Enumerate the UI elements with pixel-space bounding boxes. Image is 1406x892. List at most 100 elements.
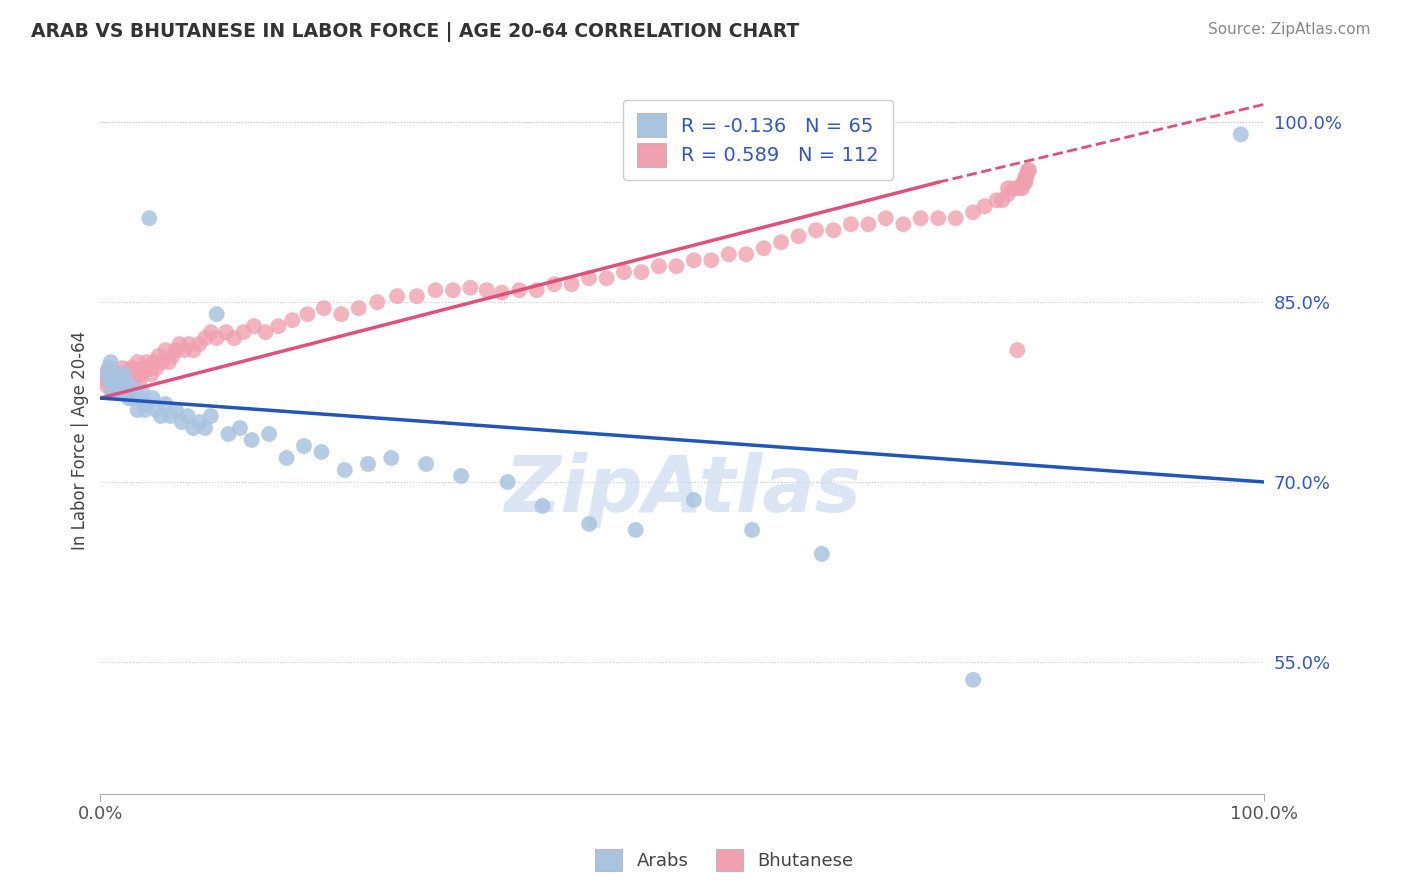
Point (142, 391, 165, 405)
Point (157, 355, 180, 369)
Point (804, 223, 827, 237)
Point (276, 450, 298, 465)
Point (155, 397, 177, 411)
Point (124, 367, 146, 381)
Point (648, 259, 671, 273)
Point (945, 211, 967, 226)
Point (1008, 181, 1031, 195)
Point (366, 295, 388, 310)
Point (741, 523, 763, 537)
Point (997, 181, 1019, 195)
Text: Source: ZipAtlas.com: Source: ZipAtlas.com (1208, 22, 1371, 37)
Point (117, 391, 139, 405)
Point (155, 343, 177, 357)
Point (101, 385, 124, 400)
Point (138, 361, 160, 376)
Point (188, 337, 211, 351)
Point (135, 397, 157, 411)
Point (120, 361, 142, 376)
Point (148, 349, 170, 363)
Point (114, 373, 136, 387)
Point (121, 367, 143, 381)
Point (98, 373, 121, 387)
Point (1229, 128, 1251, 142)
Point (110, 385, 132, 400)
Point (112, 367, 135, 381)
Point (858, 217, 880, 231)
Point (94, 367, 117, 381)
Point (357, 457, 380, 471)
Point (169, 337, 191, 351)
Point (1012, 175, 1035, 189)
Point (496, 475, 519, 489)
Point (107, 385, 129, 400)
Point (973, 199, 995, 213)
Point (97, 367, 120, 381)
Point (460, 281, 482, 295)
Point (292, 439, 315, 453)
Point (105, 379, 128, 393)
Point (107, 385, 129, 400)
Point (380, 450, 402, 465)
Point (96, 367, 118, 381)
Point (630, 265, 652, 279)
Point (578, 271, 600, 285)
Point (1018, 163, 1040, 178)
Point (962, 205, 984, 219)
Point (1007, 343, 1029, 357)
Point (176, 409, 198, 423)
Point (134, 361, 156, 376)
Point (406, 289, 429, 303)
Point (578, 516, 600, 531)
Point (475, 283, 498, 297)
Point (121, 391, 143, 405)
Point (188, 415, 211, 429)
Point (415, 457, 437, 471)
Point (111, 379, 134, 393)
Point (118, 373, 141, 387)
Point (138, 211, 160, 226)
Point (839, 217, 862, 231)
Point (145, 403, 167, 417)
Point (145, 361, 167, 376)
Point (200, 409, 222, 423)
Point (108, 367, 131, 381)
Point (115, 385, 138, 400)
Point (217, 427, 239, 442)
Point (254, 325, 277, 339)
Point (441, 283, 464, 297)
Legend: R = -0.136   N = 65, R = 0.589   N = 112: R = -0.136 N = 65, R = 0.589 N = 112 (623, 100, 893, 180)
Point (1014, 169, 1036, 184)
Point (330, 307, 353, 321)
Point (122, 361, 145, 376)
Point (150, 355, 173, 369)
Point (131, 367, 153, 381)
Point (194, 331, 217, 345)
Point (118, 385, 141, 400)
Point (122, 373, 145, 387)
Point (159, 409, 181, 423)
Point (561, 277, 583, 292)
Point (101, 379, 124, 393)
Point (624, 523, 647, 537)
Text: ARAB VS BHUTANESE IN LABOR FORCE | AGE 20-64 CORRELATION CHART: ARAB VS BHUTANESE IN LABOR FORCE | AGE 2… (31, 22, 799, 42)
Point (267, 319, 290, 334)
Point (526, 283, 548, 297)
Point (717, 247, 740, 261)
Point (100, 373, 122, 387)
Point (108, 373, 131, 387)
Point (229, 421, 252, 435)
Y-axis label: In Labor Force | Age 20-64: In Labor Force | Age 20-64 (72, 330, 89, 549)
Point (962, 673, 984, 687)
Point (105, 379, 128, 393)
Point (110, 373, 132, 387)
Point (122, 391, 145, 405)
Point (215, 325, 238, 339)
Point (142, 355, 165, 369)
Point (1002, 181, 1025, 195)
Point (927, 211, 949, 226)
Point (311, 445, 333, 459)
Point (194, 421, 217, 435)
Point (205, 331, 228, 345)
Point (114, 373, 136, 387)
